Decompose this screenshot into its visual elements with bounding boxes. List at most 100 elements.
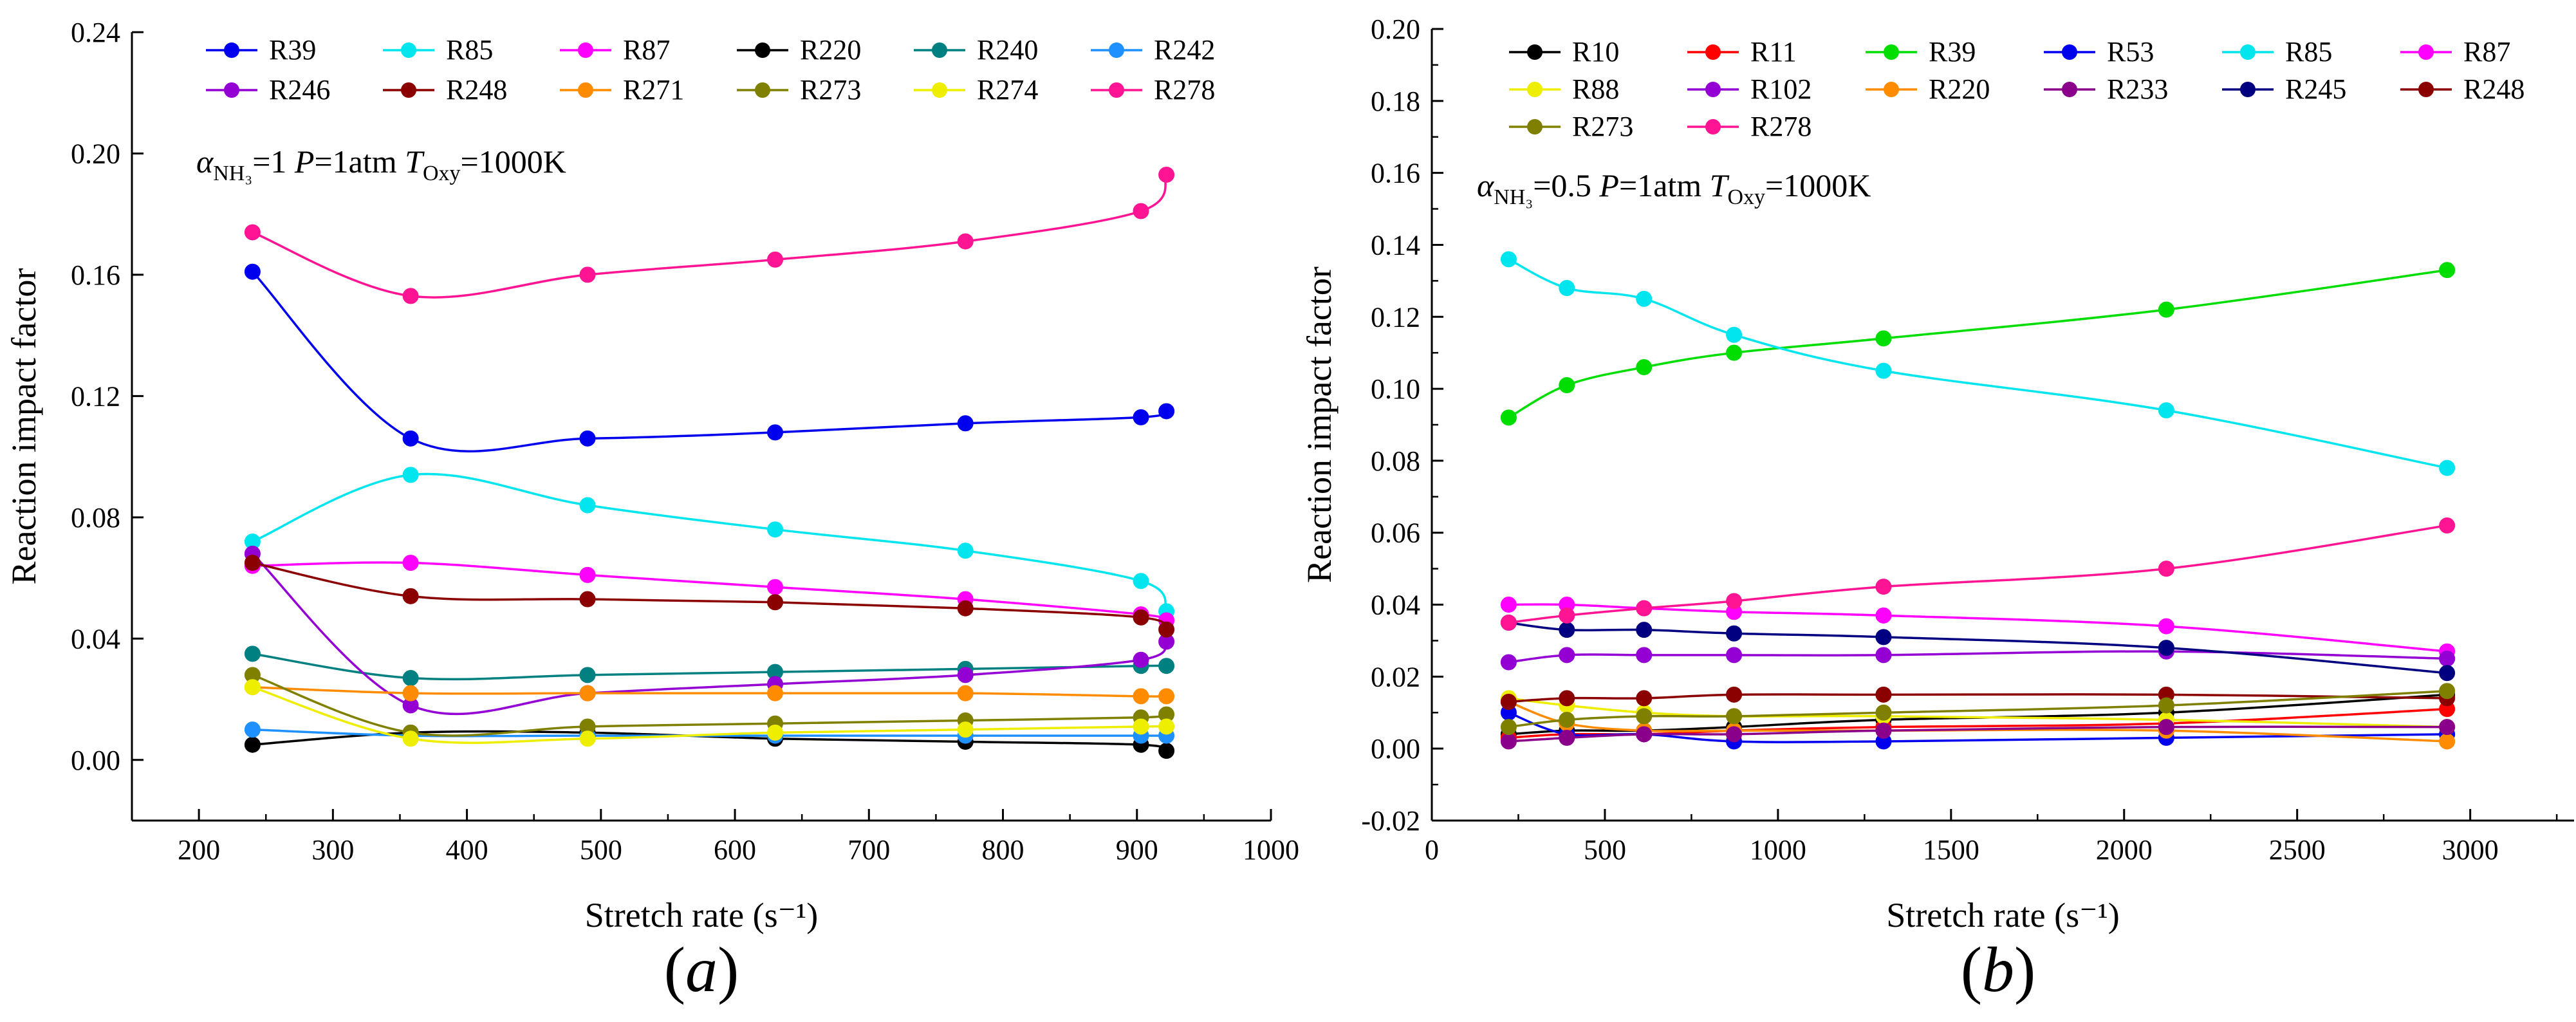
data-point [579, 266, 596, 283]
data-point [402, 430, 419, 447]
series-line [1508, 689, 2447, 729]
series-line [252, 561, 1167, 631]
x-tick-label: 1500 [1923, 834, 1979, 866]
legend-marker [578, 82, 593, 98]
x-tick-label: 900 [1116, 834, 1158, 866]
data-point [1875, 686, 1892, 703]
chart-panel-a: 0.00 0.04 0.08 0.12 0.16 0.20 0.24 200 300 400 500… [5, 17, 1299, 1005]
legend-item: R245 [2222, 73, 2346, 105]
legend-item: R87 [2400, 36, 2510, 68]
legend-marker [1705, 44, 1721, 60]
data-point [1636, 359, 1653, 376]
series-line [252, 653, 1167, 681]
condition-annotation: αNH₃=1 P=1atm TOxy=1000K [196, 144, 566, 185]
legend-item: R233 [2044, 73, 2168, 105]
data-point [1559, 280, 1575, 297]
series-R274 [244, 679, 1175, 747]
legend-item: R273 [1509, 111, 1633, 142]
data-point [1636, 690, 1653, 707]
y-tick-label: 0.04 [71, 623, 120, 655]
data-point [402, 555, 419, 571]
legend-item: R278 [1091, 74, 1215, 106]
series-R240 [244, 646, 1175, 687]
legend-label: R88 [1572, 73, 1619, 105]
data-point [957, 543, 974, 559]
y-tick-label: 0.12 [1371, 301, 1420, 333]
data-point [1500, 694, 1517, 710]
x-axis-title: Stretch rate (s⁻¹) [585, 896, 819, 934]
legend-marker [2240, 82, 2256, 97]
series-line [1508, 725, 2447, 743]
series-R233 [1500, 719, 2456, 750]
series-line [252, 686, 1167, 744]
data-point [1875, 607, 1892, 624]
legend-marker [224, 82, 239, 98]
data-point [1726, 708, 1743, 725]
legend-item: R87 [560, 34, 670, 66]
series-line [1508, 693, 2447, 703]
data-point [2439, 517, 2456, 534]
legend-label: R39 [1929, 36, 1976, 68]
series-line [1508, 621, 2447, 674]
x-tick-label: 500 [580, 834, 622, 866]
data-point [1726, 726, 1743, 743]
data-point [2158, 640, 2174, 656]
data-point [1559, 622, 1575, 638]
legend-marker [932, 82, 947, 98]
data-point [1500, 615, 1517, 631]
data-point [579, 730, 596, 747]
data-point [957, 685, 974, 701]
data-point [2158, 402, 2174, 419]
legend-item: R39 [1866, 36, 1976, 68]
condition-annotation: αNH₃=0.5 P=1atm TOxy=1000K [1477, 167, 1871, 209]
legend-item: R220 [737, 34, 861, 66]
legend-marker [1884, 82, 1899, 97]
legend-label: R220 [1929, 73, 1990, 105]
data-point [579, 566, 596, 583]
series-line [252, 674, 1167, 737]
data-point [1500, 654, 1517, 671]
data-point [1158, 688, 1175, 705]
data-point [1726, 647, 1743, 664]
data-point [1559, 377, 1575, 393]
data-point [767, 521, 784, 538]
legend-item: R248 [2400, 73, 2525, 105]
data-point [244, 646, 261, 662]
data-point [2439, 733, 2456, 750]
data-point [767, 685, 784, 701]
data-point [1559, 690, 1575, 707]
legend-marker [2240, 44, 2256, 60]
legend-item: R39 [206, 34, 316, 66]
y-tick-label: 0.14 [1371, 229, 1420, 261]
data-point [402, 670, 419, 687]
data-point [244, 721, 261, 738]
data-point [244, 736, 261, 753]
data-point [2158, 561, 2174, 577]
y-tick-label: 0.00 [1371, 733, 1420, 765]
legend-label: R246 [269, 74, 330, 106]
data-point [1158, 166, 1175, 183]
legend-label: R274 [977, 74, 1038, 106]
y-tick-label: 0.06 [1371, 517, 1420, 549]
data-point [579, 430, 596, 447]
series-line [1508, 603, 2447, 653]
series-line [1508, 693, 2447, 736]
data-point [1726, 625, 1743, 642]
data-point [2158, 697, 2174, 714]
data-point [767, 424, 784, 441]
data-point [2439, 665, 2456, 682]
legend-label: R278 [1750, 111, 1812, 142]
legend-marker [1884, 44, 1899, 60]
data-point [1158, 403, 1175, 420]
y-tick-label: 0.12 [71, 380, 120, 412]
x-tick-label: 700 [848, 834, 890, 866]
data-point [957, 415, 974, 432]
y-tick-label: -0.02 [1361, 805, 1420, 837]
data-point [1875, 629, 1892, 646]
data-point [1726, 593, 1743, 609]
data-point [1875, 704, 1892, 721]
legend-label: R53 [2107, 36, 2154, 68]
legend-label: R87 [623, 34, 670, 66]
data-point [957, 600, 974, 617]
